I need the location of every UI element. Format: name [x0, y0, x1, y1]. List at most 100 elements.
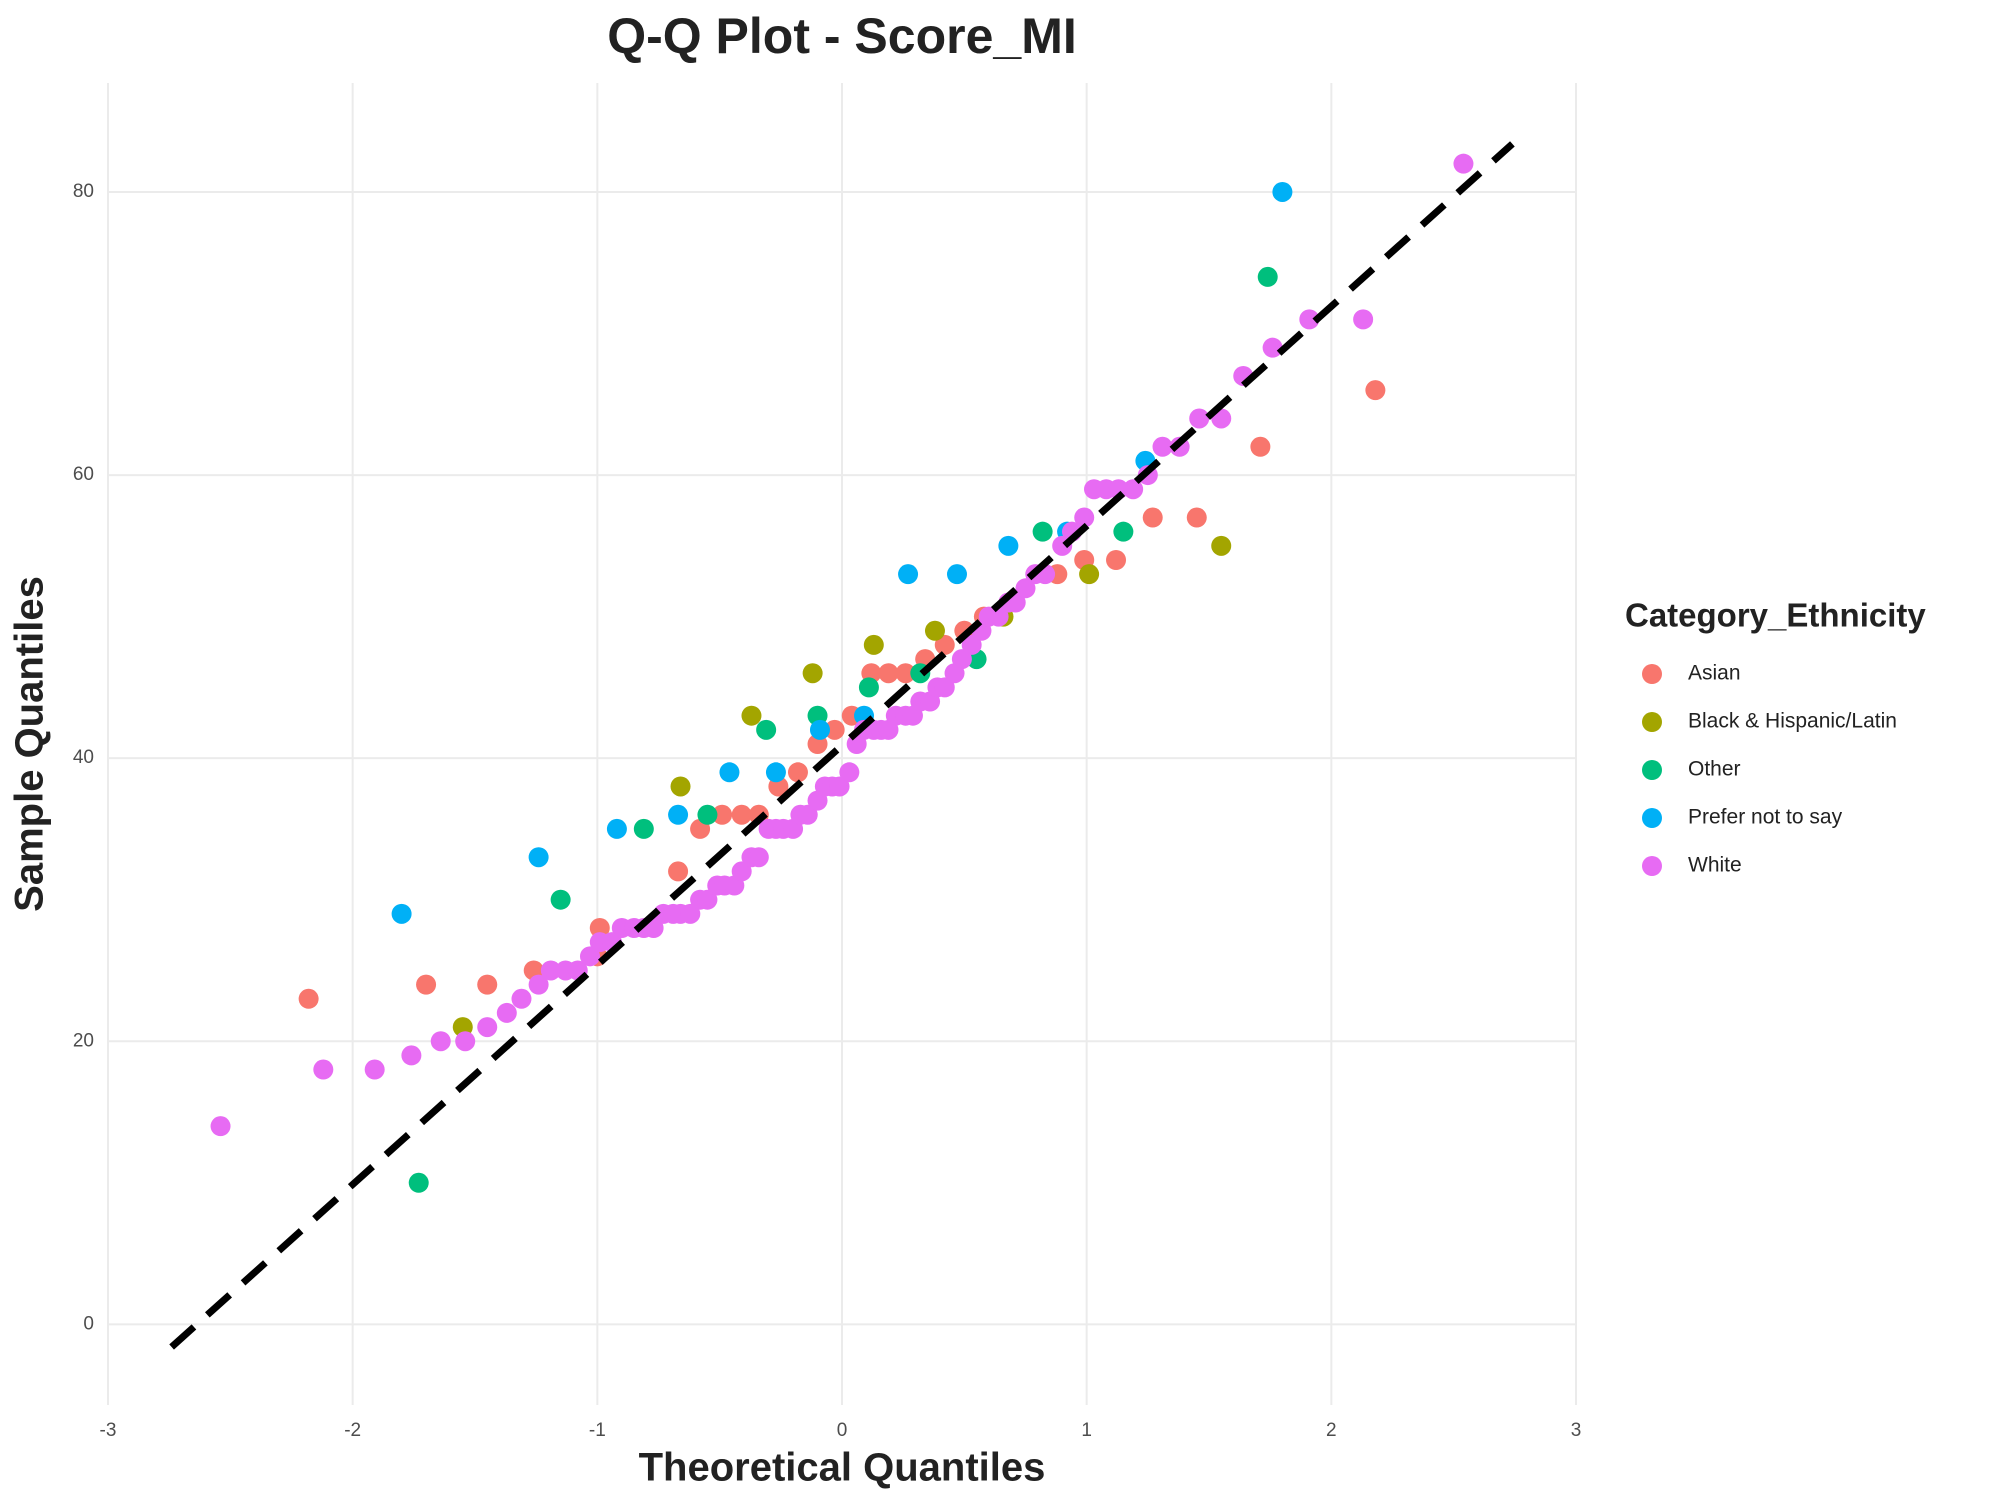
- chart-title: Q-Q Plot - Score_MI: [607, 8, 1077, 64]
- point: [697, 804, 718, 825]
- point: [496, 1002, 517, 1023]
- point: [1257, 266, 1278, 287]
- series: [210, 153, 1474, 1137]
- legend-label: White: [1688, 854, 1742, 877]
- legend-title: Category_Ethnicity: [1625, 597, 1926, 634]
- point: [924, 620, 945, 641]
- point: [313, 1059, 334, 1080]
- legend-label: Black & Hispanic/Latin: [1688, 710, 1897, 733]
- point: [797, 804, 818, 825]
- point: [668, 861, 689, 882]
- point: [1353, 309, 1374, 330]
- x-tick-label: 3: [1571, 1420, 1582, 1441]
- point: [391, 903, 412, 924]
- point: [1106, 549, 1127, 570]
- legend-marker: [1642, 712, 1662, 732]
- point: [1365, 380, 1386, 401]
- point: [719, 762, 740, 783]
- point: [1074, 507, 1095, 528]
- series: [408, 266, 1278, 1193]
- point: [765, 762, 786, 783]
- x-tick-label: -3: [100, 1420, 117, 1441]
- point: [589, 918, 610, 939]
- point: [298, 988, 319, 1009]
- reference-line: [169, 141, 1515, 1350]
- point: [756, 719, 777, 740]
- point: [809, 719, 830, 740]
- point: [528, 974, 549, 995]
- point: [802, 663, 823, 684]
- point: [1453, 153, 1474, 174]
- point: [416, 974, 437, 995]
- point: [731, 861, 752, 882]
- point: [1262, 337, 1283, 358]
- point: [511, 988, 532, 1009]
- legend-label: Prefer not to say: [1688, 806, 1843, 829]
- point: [998, 535, 1019, 556]
- point: [1032, 521, 1053, 542]
- point: [1079, 564, 1100, 585]
- point: [606, 818, 627, 839]
- point: [528, 847, 549, 868]
- point: [670, 776, 691, 797]
- legend-marker: [1642, 664, 1662, 684]
- point: [878, 663, 899, 684]
- point: [839, 762, 860, 783]
- point: [1152, 436, 1173, 457]
- point: [741, 705, 762, 726]
- point: [895, 663, 916, 684]
- point: [477, 1017, 498, 1038]
- point: [824, 719, 845, 740]
- point: [364, 1059, 385, 1080]
- point: [961, 634, 982, 655]
- point: [988, 606, 1009, 627]
- point: [1299, 309, 1320, 330]
- point: [1142, 507, 1163, 528]
- point: [934, 677, 955, 698]
- point: [1113, 521, 1134, 542]
- point: [633, 818, 654, 839]
- point: [946, 564, 967, 585]
- point: [731, 804, 752, 825]
- x-tick-label: 0: [837, 1420, 848, 1441]
- point: [1123, 479, 1144, 500]
- y-tick-label: 60: [73, 464, 94, 485]
- point: [430, 1031, 451, 1052]
- series: [391, 181, 1293, 924]
- point: [1015, 578, 1036, 599]
- point: [712, 804, 733, 825]
- point: [1186, 507, 1207, 528]
- legend-label: Other: [1688, 758, 1741, 781]
- point: [748, 847, 769, 868]
- point: [951, 649, 972, 670]
- x-tick-label: -2: [344, 1420, 361, 1441]
- point: [210, 1116, 231, 1137]
- point: [1272, 181, 1293, 202]
- point: [1250, 436, 1271, 457]
- point: [697, 889, 718, 910]
- y-tick-label: 80: [73, 181, 94, 202]
- point: [898, 564, 919, 585]
- point: [858, 677, 879, 698]
- point: [477, 974, 498, 995]
- point: [455, 1031, 476, 1052]
- legend-label: Asian: [1688, 662, 1741, 685]
- y-tick-label: 20: [73, 1030, 94, 1051]
- legend-marker: [1642, 856, 1662, 876]
- point: [579, 946, 600, 967]
- point: [401, 1045, 422, 1066]
- x-tick-label: 2: [1326, 1420, 1337, 1441]
- x-axis-title: Theoretical Quantiles: [639, 1446, 1046, 1490]
- point: [668, 804, 689, 825]
- point: [1211, 535, 1232, 556]
- x-tick-label: 1: [1081, 1420, 1092, 1441]
- point: [408, 1172, 429, 1193]
- point: [680, 903, 701, 924]
- point: [550, 889, 571, 910]
- y-axis-title: Sample Quantiles: [8, 576, 52, 912]
- point: [863, 634, 884, 655]
- point: [1189, 408, 1210, 429]
- y-tick-label: 0: [83, 1313, 94, 1334]
- point: [540, 960, 561, 981]
